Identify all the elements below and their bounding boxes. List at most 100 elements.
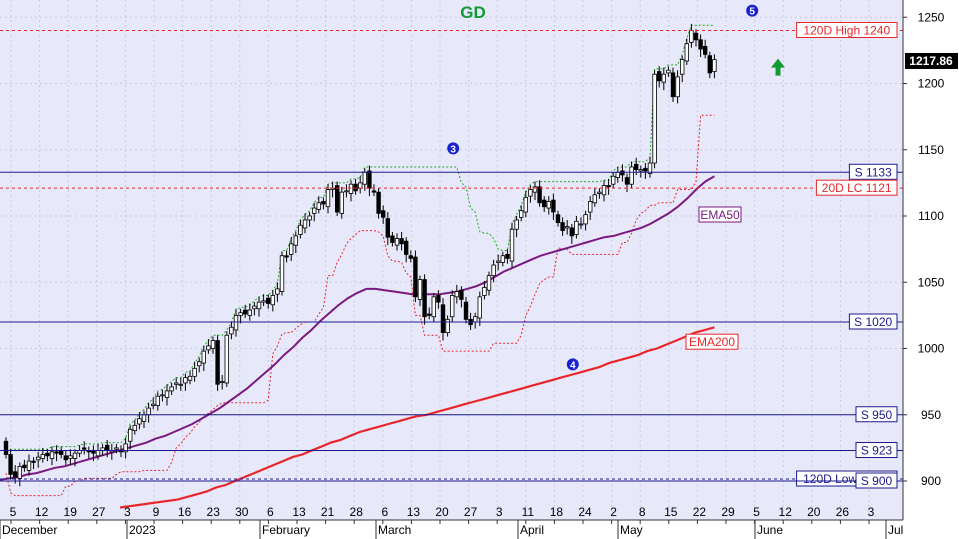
candle-body (160, 394, 165, 397)
level-label-box (855, 406, 898, 423)
candle-body (169, 386, 174, 392)
candle-body (72, 452, 78, 459)
candle-body (565, 226, 570, 229)
candle-body (339, 191, 344, 214)
candle-body (265, 297, 271, 304)
candle-body (486, 275, 492, 291)
candle-body (298, 224, 303, 235)
month-label: December (2, 523, 57, 537)
date-tick-label: 5 (10, 505, 17, 519)
annotations: EMA50 EMA200 3 4 5 1217.86 (447, 4, 958, 371)
ema200-label-box (685, 333, 739, 350)
level-label-box (855, 472, 898, 489)
month-label: February (262, 523, 310, 537)
candle-body (680, 59, 685, 75)
candle-body (537, 186, 542, 204)
candle-body (629, 166, 634, 185)
candle-body (592, 194, 597, 204)
price-axis-panel (903, 0, 959, 520)
date-axis-panel (0, 520, 959, 539)
candle-body (224, 334, 229, 384)
upper-stop-trace (6, 24, 715, 450)
candle-body (620, 170, 625, 176)
candle-body (68, 455, 73, 459)
candle-body (26, 460, 32, 471)
candle-body (137, 418, 142, 425)
level-label-box (796, 22, 898, 38)
candle-body (560, 222, 565, 231)
price-tick-label: 1000 (918, 342, 945, 356)
candle-body (528, 189, 533, 197)
up-arrow-icon (771, 58, 785, 76)
date-tick-label: 30 (235, 505, 249, 519)
candle-body (551, 199, 556, 213)
candle-body (514, 219, 519, 230)
level-label: S 950 (861, 408, 893, 422)
candle-body (348, 183, 354, 194)
candle-body (403, 240, 409, 255)
level-label: S 1133 (855, 165, 892, 179)
candle-body (569, 227, 574, 237)
candle-body (707, 55, 712, 74)
candle-body (316, 202, 321, 210)
candle-body (201, 350, 206, 364)
candle-body (288, 243, 294, 255)
candle-body (583, 214, 588, 225)
candle-body (459, 289, 464, 300)
date-tick-label: 6 (381, 505, 388, 519)
candle-body (643, 167, 648, 172)
candle-body (261, 300, 266, 303)
candle-body (703, 46, 708, 55)
candle-body (215, 340, 220, 385)
date-tick-label: 2 (610, 505, 617, 519)
candle-body (302, 219, 308, 229)
date-tick-label: 12 (35, 505, 49, 519)
candle-body (408, 255, 413, 259)
candle-body (638, 169, 643, 172)
month-label: May (620, 523, 643, 537)
ema200-label: EMA200 (689, 335, 735, 349)
date-tick-label: 9 (153, 505, 160, 519)
candle-body (279, 255, 285, 292)
candle-body (59, 450, 64, 455)
candle-body (472, 316, 478, 323)
candle-body (463, 301, 469, 320)
candle-body (436, 295, 441, 303)
candle-body (698, 39, 703, 50)
candle-body (482, 287, 487, 296)
candle-body (95, 450, 101, 457)
chart-title: GD (460, 3, 486, 22)
candle-body (675, 76, 680, 98)
candle-body (578, 223, 584, 226)
candle-body (574, 220, 579, 235)
candle-body (357, 182, 363, 189)
candle-body (647, 162, 653, 175)
candle-body (426, 313, 432, 316)
candle-body (284, 255, 289, 258)
price-tick-label: 900 (921, 474, 941, 488)
candle-body (523, 197, 528, 213)
candle-body (597, 191, 602, 194)
date-tick-label: 6 (267, 505, 274, 519)
wave-marker-label: 3 (450, 144, 456, 155)
candle-body (417, 279, 423, 300)
candle-body (127, 428, 133, 442)
candle-body (546, 201, 551, 209)
candle-body (36, 456, 41, 461)
date-tick-label: 20 (807, 505, 821, 519)
candle-body (413, 256, 418, 298)
candle-body (8, 454, 13, 475)
candle-body (624, 177, 630, 185)
last-price-label: 1217.86 (909, 54, 953, 68)
candle-body (256, 301, 262, 310)
candle-body (146, 407, 151, 416)
candle-body (242, 309, 248, 315)
ema50-label: EMA50 (700, 208, 740, 222)
level-label-box (855, 442, 898, 459)
date-tick-label: 28 (350, 505, 364, 519)
level-label: S 900 (861, 474, 893, 488)
level-label: S 1020 (854, 315, 892, 329)
level-label-box (848, 313, 898, 330)
candle-body (252, 305, 257, 310)
candle-body (477, 296, 482, 319)
